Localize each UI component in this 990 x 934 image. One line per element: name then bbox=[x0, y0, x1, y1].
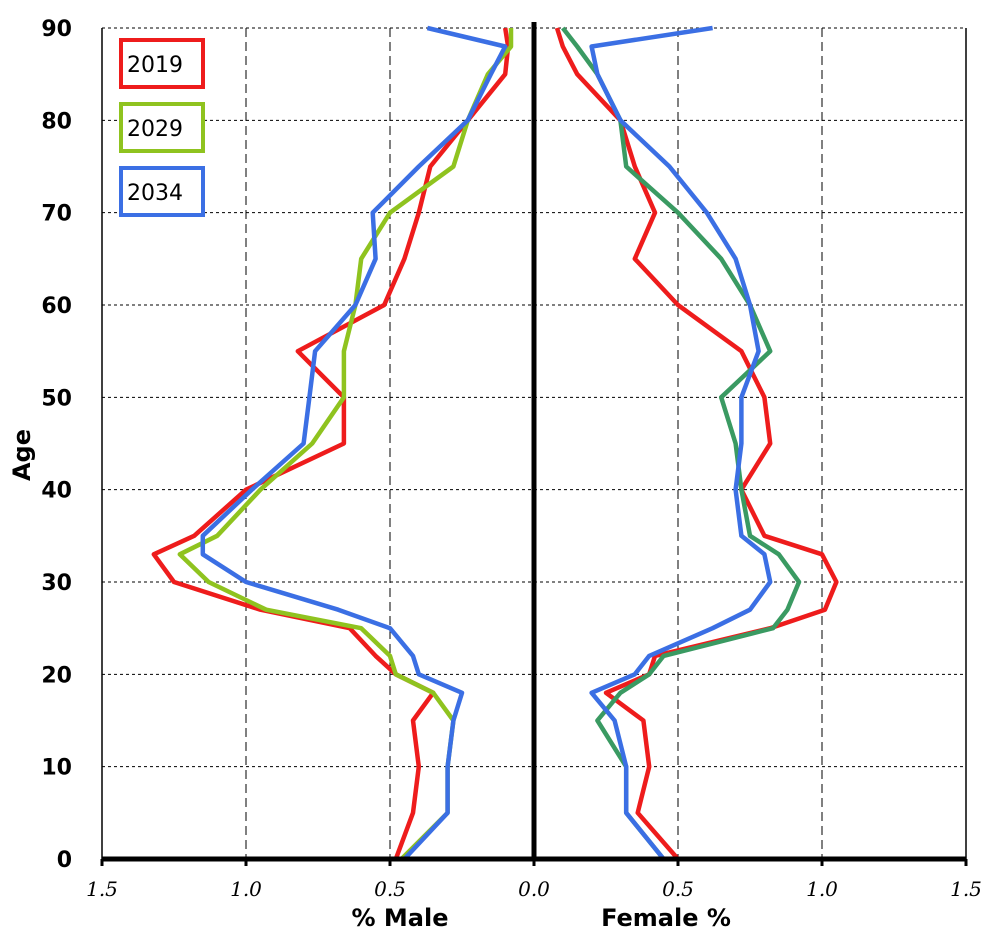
y-tick-label: 70 bbox=[41, 202, 72, 227]
x-tick-label: 1.5 bbox=[86, 877, 118, 901]
y-tick-label: 90 bbox=[41, 17, 72, 42]
x-tick-label: 1.0 bbox=[806, 877, 838, 901]
y-tick-label: 10 bbox=[41, 756, 72, 781]
x-tick-label: 0.5 bbox=[662, 877, 694, 901]
series-line-male-2029 bbox=[177, 28, 514, 861]
x-axis-label-female: Female % bbox=[601, 904, 731, 932]
x-tick-label: 1.0 bbox=[230, 877, 262, 901]
legend-label-2034: 2034 bbox=[127, 181, 183, 206]
x-tick-label: 0.5 bbox=[374, 877, 406, 901]
y-tick-label: 20 bbox=[41, 663, 72, 688]
y-tick-label: 30 bbox=[41, 571, 72, 596]
y-tick-labels: 0 10 20 30 40 50 60 70 80 90 bbox=[41, 17, 72, 873]
series-line-male-2034 bbox=[200, 25, 508, 861]
y-tick-label: 40 bbox=[41, 479, 72, 504]
series-lines bbox=[151, 25, 839, 861]
y-tick-label: 60 bbox=[41, 294, 72, 319]
legend-label-2029: 2029 bbox=[127, 117, 183, 142]
y-tick-label: 0 bbox=[57, 848, 72, 873]
series-line-female-2019 bbox=[554, 27, 839, 861]
series-line-male-2019 bbox=[151, 27, 511, 860]
x-axis-label-male: % Male bbox=[352, 904, 449, 932]
y-axis-label: Age bbox=[8, 429, 36, 481]
y-tick-label: 50 bbox=[41, 386, 72, 411]
series-line-female-2034 bbox=[589, 25, 773, 861]
axes bbox=[101, 22, 967, 862]
y-tick-label: 80 bbox=[41, 109, 72, 134]
legend-box-2019 bbox=[119, 38, 205, 89]
legend-label-2019: 2019 bbox=[127, 53, 183, 78]
legend-box-2034 bbox=[119, 166, 205, 217]
legend-box-2029 bbox=[119, 102, 205, 153]
x-tick-label: 1.5 bbox=[950, 877, 982, 901]
x-tick-labels: 1.5 1.0 0.5 0.0 0.5 1.0 1.5 bbox=[86, 859, 982, 901]
series-line-female-2029 bbox=[561, 26, 802, 861]
legend: 2019 2029 2034 bbox=[119, 38, 205, 217]
x-tick-label: 0.0 bbox=[518, 877, 550, 901]
